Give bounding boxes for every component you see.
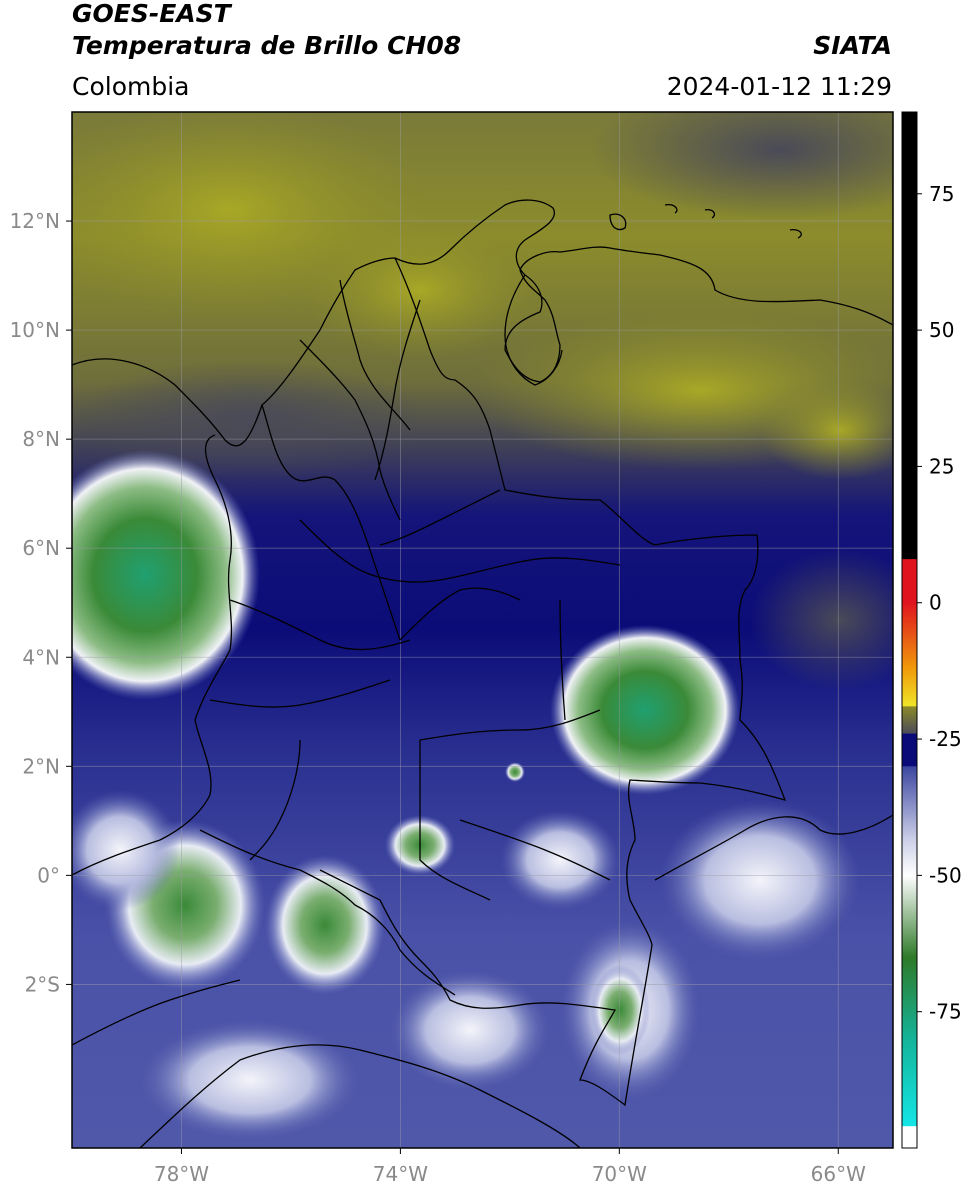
lon-tick-label: 74°W bbox=[373, 1162, 428, 1186]
product-title: Temperatura de Brillo CH08 bbox=[72, 31, 462, 60]
lat-tick-label: 0° bbox=[37, 863, 60, 887]
interior-depts-2 bbox=[299, 339, 401, 521]
lon-tick-label: 78°W bbox=[154, 1162, 209, 1186]
colorbar-segment bbox=[902, 112, 917, 560]
colorbar-segment bbox=[902, 766, 917, 838]
peru-brazil-border bbox=[72, 979, 241, 1046]
colorbar-segment bbox=[902, 733, 917, 767]
interior-depts-5 bbox=[299, 519, 621, 583]
colorbar-segment bbox=[902, 706, 917, 735]
colorbar-segment bbox=[902, 602, 917, 669]
pacific-coast bbox=[72, 434, 233, 876]
caribbean-coast bbox=[72, 199, 893, 447]
interior-depts-1 bbox=[261, 404, 401, 641]
satellite-imagery bbox=[72, 112, 893, 1148]
interior-depts-11 bbox=[249, 739, 301, 861]
interior-depts-10 bbox=[559, 599, 566, 721]
longitude-axis: 78°W 74°W 70°W 66°W bbox=[154, 1148, 866, 1186]
borders bbox=[72, 199, 893, 1148]
colorbar-segment bbox=[902, 668, 917, 707]
interior-depts-13 bbox=[399, 587, 521, 641]
colorbar-tick-label: 75 bbox=[929, 182, 954, 206]
colorbar-tick-label: -50 bbox=[929, 863, 962, 887]
lat-tick-label: 2°S bbox=[25, 972, 60, 996]
lat-tick-label: 12°N bbox=[10, 209, 60, 233]
islands-2 bbox=[664, 203, 802, 239]
colorbar-segment bbox=[902, 1126, 917, 1149]
colorbar-segment bbox=[902, 837, 917, 876]
lat-tick-label: 6°N bbox=[22, 536, 60, 560]
lat-tick-label: 8°N bbox=[22, 427, 60, 451]
ecuador-peru-border bbox=[199, 829, 456, 996]
colorbar-tick-label: 0 bbox=[929, 591, 942, 615]
colorbar-segment bbox=[902, 957, 917, 1040]
colorbar-tick-label: -25 bbox=[929, 727, 962, 751]
colorbar-tick-label: 25 bbox=[929, 454, 954, 478]
colorbar: 75 50 25 0 -25 -50 -75 bbox=[901, 111, 962, 1149]
colorbar-segment bbox=[902, 875, 917, 958]
interior-depts-7 bbox=[209, 679, 391, 708]
interior-depts-6 bbox=[229, 599, 411, 651]
islands bbox=[609, 213, 627, 231]
interior-depts-12 bbox=[459, 819, 611, 881]
interior-depts-4 bbox=[374, 299, 421, 481]
colorbar-segment bbox=[902, 559, 917, 604]
lat-tick-label: 4°N bbox=[22, 645, 60, 669]
map-frame bbox=[71, 111, 894, 1149]
venezuela-brazil bbox=[654, 814, 893, 881]
interior-depts-8 bbox=[419, 709, 601, 741]
lon-tick-label: 70°W bbox=[592, 1162, 647, 1186]
colorbar-tick-label: -75 bbox=[929, 1000, 962, 1024]
interior-depts-9 bbox=[419, 739, 491, 901]
colorbar-segment bbox=[902, 1038, 917, 1127]
latitude-axis: 12°N 10°N 8°N 6°N 4°N 2°N 0° 2°S bbox=[10, 209, 72, 996]
colorbar-frame bbox=[901, 111, 918, 1149]
lon-tick-label: 66°W bbox=[811, 1162, 866, 1186]
agency-label: SIATA bbox=[813, 31, 892, 60]
satellite-title: GOES-EAST bbox=[72, 0, 231, 28]
colombia-border-east bbox=[319, 257, 787, 1107]
lat-tick-label: 2°N bbox=[22, 754, 60, 778]
interior-depts-14 bbox=[379, 489, 501, 546]
lat-tick-label: 10°N bbox=[10, 318, 60, 342]
datetime-label: 2024-01-12 11:29 bbox=[666, 72, 892, 101]
interior-depts-3 bbox=[339, 279, 411, 431]
colorbar-tick-label: 50 bbox=[929, 318, 954, 342]
lake-maracaibo bbox=[504, 274, 563, 386]
region-label: Colombia bbox=[72, 72, 190, 101]
peru-south bbox=[139, 1044, 581, 1148]
